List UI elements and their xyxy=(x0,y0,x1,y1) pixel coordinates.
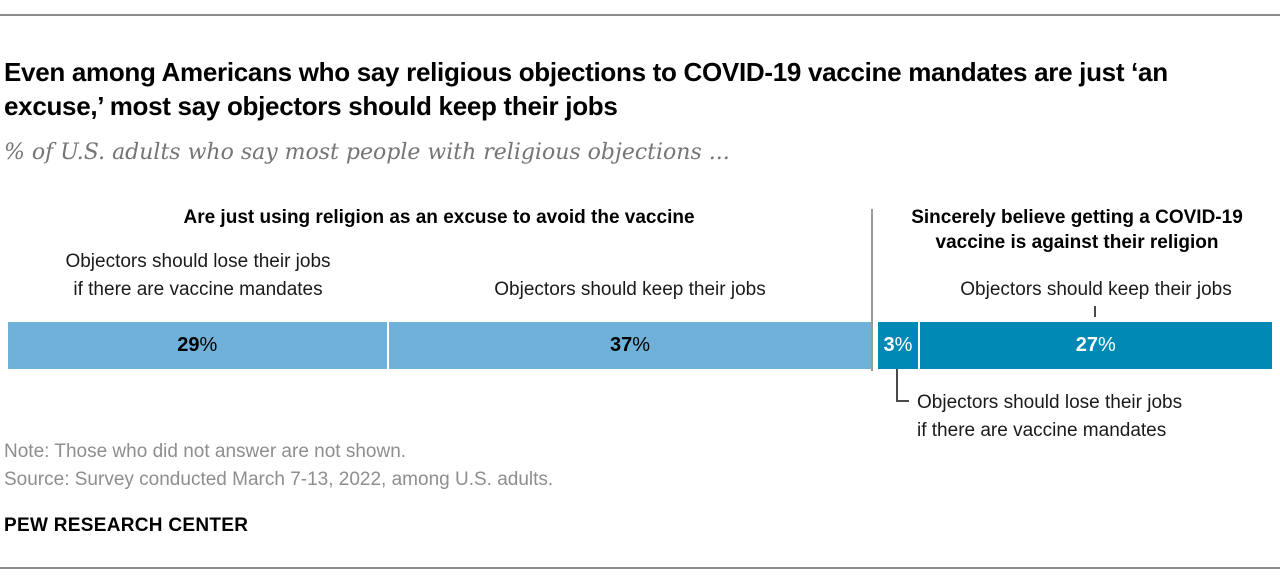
percent-sign: % xyxy=(894,334,913,356)
callout-elbow-vertical xyxy=(896,369,898,402)
percent-sign: % xyxy=(632,334,650,356)
callout-tick xyxy=(1094,306,1096,317)
group-divider-line xyxy=(871,209,873,371)
label-line: if there are vaccine mandates xyxy=(917,420,1167,441)
bar-segment-excuse-keep: 37% xyxy=(388,322,872,369)
label-line: Objectors should lose their jobs xyxy=(65,251,331,272)
bar-segment-excuse-lose: 29% xyxy=(8,322,387,369)
segment-label-lose-jobs-right: Objectors should lose their jobs if ther… xyxy=(917,389,1277,445)
bar-value: 27 xyxy=(1075,334,1099,356)
segment-label-lose-jobs-left: Objectors should lose their jobs if ther… xyxy=(8,248,388,304)
bar-value: 37 xyxy=(609,334,633,356)
callout-elbow-horizontal xyxy=(896,400,909,402)
bar-segment-sincere-keep: 27% xyxy=(919,322,1272,369)
chart-subtitle: % of U.S. adults who say most people wit… xyxy=(4,140,730,165)
percent-sign: % xyxy=(1098,334,1116,356)
label-line: if there are vaccine mandates xyxy=(73,279,323,300)
group-header-sincere: Sincerely believe getting a COVID-19 vac… xyxy=(911,207,1243,253)
segment-label-keep-jobs-left: Objectors should keep their jobs xyxy=(494,279,766,300)
chart-note: Note: Those who did not answer are not s… xyxy=(4,441,407,462)
bar-value: 29 xyxy=(177,334,200,356)
page-title: Even among Americans who say religious o… xyxy=(4,57,1168,122)
segment-label-keep-jobs-right: Objectors should keep their jobs xyxy=(960,279,1232,300)
bar-value: 3 xyxy=(883,334,895,356)
percent-sign: % xyxy=(199,334,218,356)
pew-research-center-wordmark: PEW RESEARCH CENTER xyxy=(4,515,249,536)
group-header-excuse: Are just using religion as an excuse to … xyxy=(183,207,695,228)
chart-source: Source: Survey conducted March 7-13, 202… xyxy=(4,469,554,490)
stacked-bar: 29% 37% 3% 27% xyxy=(8,322,1272,369)
top-divider-rule xyxy=(0,14,1280,16)
bar-segment-sincere-lose: 3% xyxy=(878,322,918,369)
bottom-divider-rule xyxy=(0,567,1280,569)
label-line: Objectors should lose their jobs xyxy=(917,392,1183,413)
